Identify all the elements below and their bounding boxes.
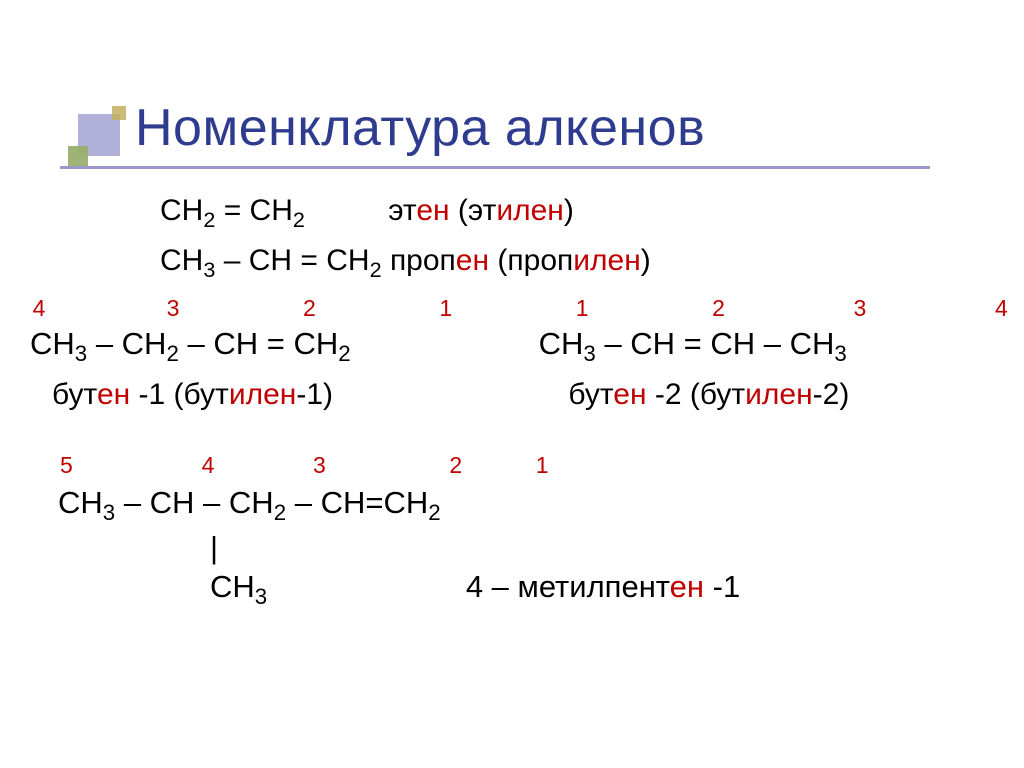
carbon-number-row-1: 4 3 2 1 1 2 3 4: [30, 294, 1024, 323]
name-text: (эт: [450, 194, 497, 227]
formula-line-1: CH2 = CH2 этен (этилен): [30, 192, 1024, 234]
carbon-number: 1: [469, 451, 549, 480]
spacer: [305, 194, 388, 227]
formula-text: – CH = CH: [179, 326, 338, 361]
name-text: ): [641, 244, 651, 277]
carbon-number: 3: [731, 294, 866, 323]
name-text: эт: [388, 194, 416, 227]
subscript: 2: [274, 500, 286, 525]
name-text: -1: [704, 569, 740, 604]
slide-body: CH2 = CH2 этен (этилен) CH3 – CH = CH2 п…: [0, 158, 1024, 611]
carbon-number: 3: [221, 451, 326, 480]
carbon-number: 2: [332, 451, 462, 480]
formula-right: CH3 – CH = CH – CH3: [539, 325, 847, 368]
name-text: -2 (бут: [647, 378, 746, 411]
name-text-suffix: илен: [229, 378, 297, 411]
subscript: 3: [203, 257, 215, 282]
name-right: бутен -2 (бутилен-2): [538, 376, 849, 414]
carbon-number: 4: [84, 451, 214, 480]
name-text: (проп: [489, 244, 573, 277]
subscript: 3: [103, 500, 115, 525]
name-text: -1 (бут: [130, 378, 229, 411]
formula-line-5: CH3 – CH – CH2 – CH=CH2: [30, 484, 1024, 527]
branch-bar: |: [210, 530, 218, 565]
name-text-suffix: илен: [496, 194, 564, 227]
name-text-suffix: ен: [613, 378, 646, 411]
carbon-number-row-2: 5 4 3 2 1: [30, 451, 1024, 480]
subscript: 2: [370, 257, 382, 282]
carbon-number: 1: [322, 294, 452, 323]
subscript: 3: [834, 341, 846, 366]
carbon-number: 4: [30, 294, 48, 323]
name-text: -2): [813, 378, 850, 411]
formula-text: – CH – CH: [115, 485, 273, 520]
subscript: 2: [166, 341, 178, 366]
formula-text: CH: [58, 485, 103, 520]
name-line-4: бутен -1 (бутилен-1) бутен -2 (бутилен-2…: [30, 376, 1024, 414]
subscript: 2: [428, 500, 440, 525]
formula-left: CH3 – CH2 – CH = CH2: [30, 325, 530, 368]
subscript: 3: [75, 341, 87, 366]
formula-text: CH: [539, 326, 584, 361]
formula-text: CH: [210, 569, 255, 604]
formula-text: – CH = CH: [215, 244, 369, 277]
name-text-suffix: ен: [670, 569, 704, 604]
formula-line-2: CH3 – CH = CH2 пропен (пропилен): [30, 242, 1024, 284]
formula-text: – CH: [87, 326, 166, 361]
carbon-number: 5: [60, 451, 78, 480]
name-left: бутен -1 (бутилен-1): [30, 376, 530, 414]
subscript: 2: [338, 341, 350, 366]
name-text-suffix: ен: [456, 244, 489, 277]
name-text: -1): [296, 378, 333, 411]
branch-bar-line: |: [30, 529, 1024, 568]
formula-text: CH: [160, 194, 203, 227]
carbon-number: 4: [873, 294, 1008, 323]
name-text: бут: [568, 378, 613, 411]
formula-line-7: CH3 4 – метилпентен -1: [30, 568, 1024, 611]
carbon-number: 3: [54, 294, 179, 323]
subscript: 2: [293, 207, 305, 232]
slide-title: Номенклатура алкенов: [135, 98, 1024, 158]
name-text-suffix: ен: [97, 378, 130, 411]
title-area: Номенклатура алкенов: [0, 0, 1024, 158]
formula-text: CH: [30, 326, 75, 361]
formula-text: – CH=CH: [286, 485, 428, 520]
formula-text: – CH = CH – CH: [596, 326, 835, 361]
name-text: 4 – метилпент: [466, 569, 670, 604]
name-text-suffix: илен: [745, 378, 813, 411]
spacer: [382, 244, 390, 277]
compound-name: 4 – метилпентен -1: [466, 568, 740, 607]
formula-line-3: CH3 – CH2 – CH = CH2 CH3 – CH = CH – CH3: [30, 325, 1024, 368]
carbon-number: 2: [186, 294, 316, 323]
name-text: проп: [390, 244, 456, 277]
name-text-suffix: ен: [416, 194, 449, 227]
subscript: 3: [583, 341, 595, 366]
name-text-suffix: илен: [573, 244, 641, 277]
formula-text: CH: [160, 244, 203, 277]
name-text: ): [564, 194, 574, 227]
formula-text: = CH: [215, 194, 293, 227]
title-underline: [60, 166, 930, 169]
subscript: 3: [255, 584, 267, 609]
carbon-number: 2: [595, 294, 725, 323]
carbon-number: 1: [459, 294, 589, 323]
name-text: бут: [52, 378, 97, 411]
subscript: 2: [203, 207, 215, 232]
